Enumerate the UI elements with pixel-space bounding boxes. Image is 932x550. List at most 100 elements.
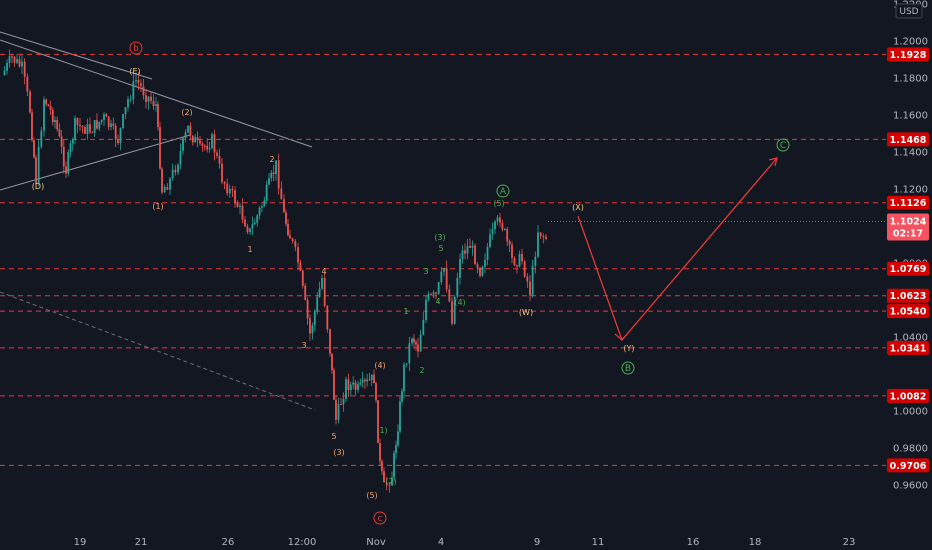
wave-label[interactable]: C: [776, 138, 790, 152]
price-axis[interactable]: 1.22001.20001.18001.16001.14001.12001.08…: [886, 0, 932, 532]
trendline-upper-ext[interactable]: [0, 39, 313, 148]
price-level-badge: [887, 458, 929, 473]
candle: [481, 265, 484, 277]
candle: [86, 118, 89, 140]
candle: [443, 267, 445, 277]
wave-label[interactable]: (5): [493, 199, 504, 208]
candle: [333, 367, 335, 401]
candle: [280, 181, 283, 200]
candle: [534, 251, 537, 274]
candle: [208, 141, 211, 153]
wave-label-text: (1): [152, 202, 163, 211]
wave-label[interactable]: 2: [419, 366, 424, 375]
wave-label[interactable]: 4: [435, 297, 440, 306]
candle: [529, 275, 531, 302]
wave-label[interactable]: (2): [181, 108, 192, 117]
wave-label[interactable]: 5: [331, 432, 336, 441]
candle: [45, 98, 48, 107]
wave-label[interactable]: 2: [269, 155, 274, 164]
wave-label[interactable]: (1): [152, 202, 163, 211]
price-level-badge: [887, 288, 929, 303]
wave-label[interactable]: (Y): [623, 344, 634, 353]
wave-label[interactable]: (W): [519, 308, 533, 317]
candle: [18, 55, 21, 68]
candle: [47, 103, 50, 107]
wave-label[interactable]: (E): [129, 67, 140, 76]
wave-label[interactable]: (D): [32, 182, 44, 191]
wave-label[interactable]: 3: [301, 341, 306, 350]
candle: [129, 94, 132, 103]
candle: [456, 272, 459, 299]
wave-label[interactable]: (4): [454, 298, 465, 307]
wave-label-text: (4): [454, 298, 465, 307]
candle: [58, 123, 61, 138]
candle: [71, 137, 74, 152]
wave-label[interactable]: 3: [423, 267, 428, 276]
wave-label[interactable]: (3): [434, 233, 445, 242]
candle: [513, 256, 516, 267]
candle: [299, 259, 302, 272]
wave-label[interactable]: 1: [403, 307, 408, 316]
price-level-value: 1.0769: [890, 264, 927, 275]
candle: [340, 397, 342, 405]
candle: [316, 292, 319, 315]
candle: [251, 216, 254, 235]
trendline-upper[interactable]: [0, 31, 153, 80]
candle: [161, 167, 163, 195]
candle: [60, 130, 63, 154]
wave-label[interactable]: A: [496, 184, 510, 198]
wave-label[interactable]: 5: [438, 244, 443, 253]
price-level-value: 1.0540: [890, 307, 927, 318]
wave-label[interactable]: (X): [572, 203, 584, 212]
price-level-value: 0.9706: [890, 461, 927, 472]
wave-label[interactable]: (2): [385, 477, 396, 486]
candle: [464, 243, 466, 260]
trendline-dashed[interactable]: [0, 291, 316, 411]
candle: [79, 118, 81, 131]
x-tick-label: 18: [749, 537, 762, 548]
projection-line[interactable]: [577, 157, 778, 342]
wave-label[interactable]: b: [129, 41, 143, 55]
candle: [474, 243, 476, 265]
candle: [201, 141, 204, 152]
candle: [270, 170, 273, 182]
candle: [466, 239, 469, 260]
candle: [326, 305, 329, 333]
candle: [189, 121, 192, 141]
time-axis[interactable]: 19 21 26 12:00 Nov 4 9 11 16 18 23: [74, 537, 856, 548]
wave-label[interactable]: B: [621, 361, 635, 375]
candle: [430, 292, 432, 296]
wave-label-text: (W): [519, 308, 533, 317]
candle: [403, 362, 405, 399]
candle: [291, 237, 294, 244]
wave-label[interactable]: (4): [374, 361, 385, 370]
candle: [366, 373, 369, 387]
candle: [363, 377, 366, 389]
candle: [40, 126, 43, 149]
x-tick-label: 21: [135, 537, 148, 548]
trendline-lower[interactable]: [0, 134, 191, 191]
wave-label[interactable]: 1: [247, 245, 252, 254]
x-tick-label: 23: [843, 537, 856, 548]
wave-label[interactable]: (1): [376, 426, 387, 435]
x-tick-label: 26: [222, 537, 235, 548]
candle: [157, 101, 159, 131]
wave-label[interactable]: (5): [366, 491, 377, 500]
candle: [6, 59, 8, 75]
price-level-badge: [887, 388, 929, 403]
candle: [309, 314, 311, 341]
candle: [51, 107, 54, 126]
candle: [375, 381, 377, 403]
wave-label[interactable]: (3): [333, 448, 344, 457]
currency-badge[interactable]: USD: [895, 3, 923, 19]
candle: [359, 378, 362, 387]
candle: [196, 131, 199, 148]
candle: [93, 119, 96, 137]
candle: [35, 154, 37, 187]
price-level-value: 1.0623: [890, 291, 927, 302]
candle: [117, 134, 119, 146]
wave-label[interactable]: c: [373, 511, 387, 525]
candle: [182, 136, 184, 155]
wave-label[interactable]: 4: [321, 267, 326, 276]
wave-label-text: (2): [181, 108, 192, 117]
